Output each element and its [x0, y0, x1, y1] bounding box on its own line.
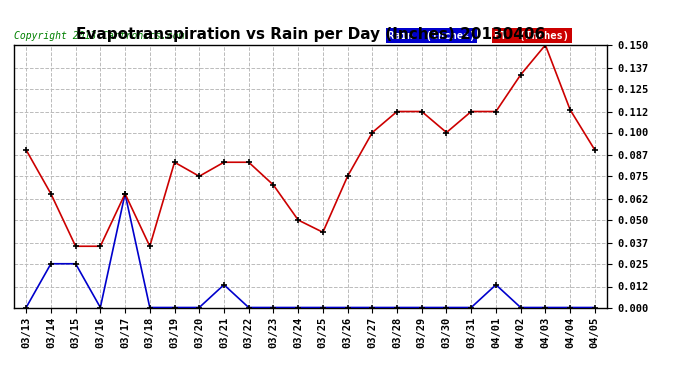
Text: Copyright 2013 Cartronics.com: Copyright 2013 Cartronics.com: [14, 31, 184, 40]
Text: ET  (Inches): ET (Inches): [495, 31, 569, 40]
Text: Rain  (Inches): Rain (Inches): [388, 31, 475, 40]
Title: Evapotranspiration vs Rain per Day (Inches) 20130406: Evapotranspiration vs Rain per Day (Inch…: [76, 27, 545, 42]
